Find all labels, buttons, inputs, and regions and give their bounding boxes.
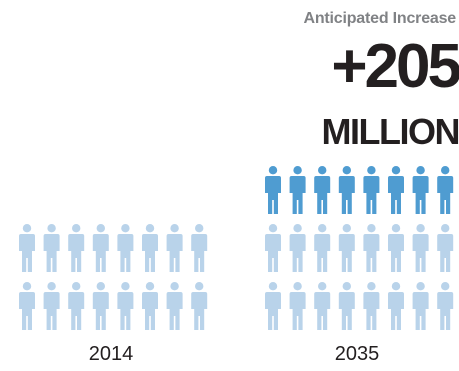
person-icon bbox=[117, 224, 134, 272]
person-icon bbox=[166, 224, 183, 272]
person-icon bbox=[338, 282, 355, 330]
person-icon bbox=[289, 224, 306, 272]
person-icon bbox=[314, 224, 331, 272]
person-icon bbox=[289, 282, 306, 330]
person-icon bbox=[412, 166, 429, 214]
person-icon bbox=[117, 282, 134, 330]
person-icon bbox=[265, 224, 281, 272]
person-icon bbox=[338, 166, 355, 214]
person-icon bbox=[19, 282, 35, 330]
category-label-2035: 2035 bbox=[334, 343, 380, 365]
person-icon bbox=[92, 282, 109, 330]
person-icon bbox=[412, 224, 429, 272]
person-icon bbox=[437, 282, 454, 330]
person-icon bbox=[191, 282, 208, 330]
person-icon bbox=[289, 166, 306, 214]
person-icon bbox=[43, 282, 60, 330]
person-icon bbox=[92, 224, 109, 272]
chart-title: Anticipated Increase bbox=[303, 10, 456, 27]
person-icon bbox=[314, 282, 331, 330]
person-icon bbox=[166, 282, 183, 330]
person-icon bbox=[338, 224, 355, 272]
category-label-2014: 2014 bbox=[88, 343, 134, 365]
person-icon bbox=[437, 224, 454, 272]
person-icon bbox=[142, 224, 158, 272]
person-icon bbox=[19, 224, 35, 272]
person-icon bbox=[191, 224, 208, 272]
person-icon bbox=[437, 166, 454, 214]
person-icon bbox=[265, 282, 281, 330]
person-icon bbox=[363, 166, 380, 214]
person-icon bbox=[68, 224, 85, 272]
person-icon bbox=[412, 282, 429, 330]
person-icon bbox=[43, 224, 60, 272]
person-icon bbox=[68, 282, 85, 330]
person-icon bbox=[388, 282, 404, 330]
person-icon bbox=[314, 166, 331, 214]
person-icon bbox=[388, 166, 404, 214]
increase-unit: MILLION bbox=[321, 111, 459, 152]
person-icon bbox=[142, 282, 158, 330]
person-icon bbox=[363, 224, 380, 272]
increase-value: +205 bbox=[331, 32, 459, 101]
person-icon bbox=[388, 224, 404, 272]
person-icon bbox=[363, 282, 380, 330]
person-icon bbox=[265, 166, 281, 214]
